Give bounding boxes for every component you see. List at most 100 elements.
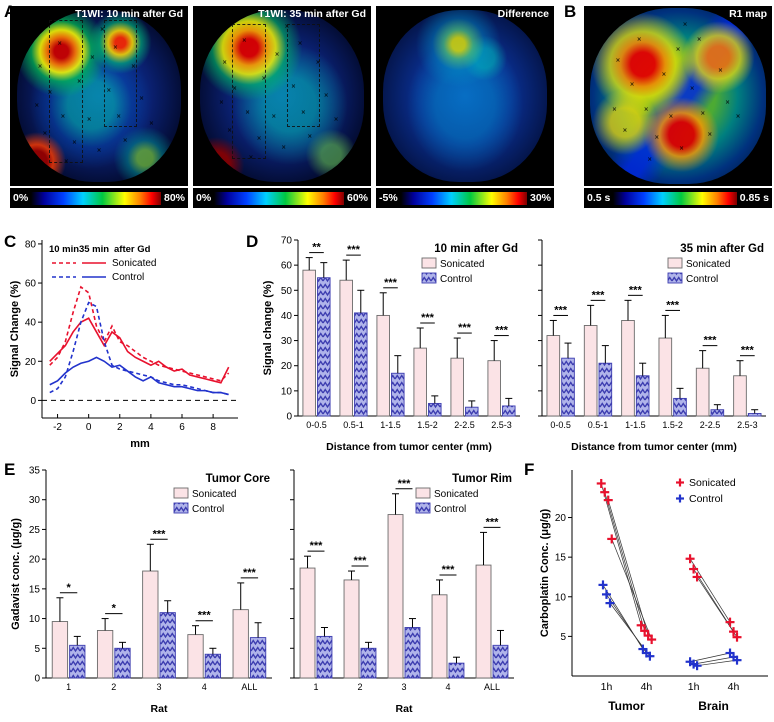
voxel-marker: × [222,59,227,67]
voxel-marker: × [612,106,617,114]
voxel-marker: × [149,120,154,128]
svg-text:20: 20 [281,361,293,372]
svg-text:***: *** [153,528,167,540]
voxel-marker: × [34,102,39,110]
svg-text:15: 15 [29,584,41,595]
voxel-marker: × [281,144,286,152]
svg-text:***: *** [741,345,755,357]
bar-chart-tumor-core: 0 5 10 15 20 25 30 35 * 1 * 2 *** 3 *** 4 *** ALL Rat Gadav… [10,466,272,715]
svg-text:Control: Control [112,272,144,283]
voxel-marker: × [42,130,47,138]
voxel-marker: × [227,127,232,135]
voxel-marker: × [307,133,312,141]
svg-text:4: 4 [202,682,207,692]
svg-text:***: *** [354,555,368,567]
colorbar-gradient [31,191,161,205]
svg-text:Sonicated: Sonicated [689,477,736,489]
voxel-marker: × [245,109,250,117]
voxel-marker: × [113,44,118,52]
voxel-marker: × [700,110,705,118]
voxel-marker: × [297,40,303,48]
svg-text:***: *** [704,335,718,347]
svg-text:0: 0 [34,674,40,685]
voxel-marker: × [257,135,262,143]
svg-text:***: *** [592,289,606,301]
svg-text:Sonicated: Sonicated [192,489,236,500]
line-chart-signal-change: 0 20 40 60 80 -2 0 2 4 6 8 mm Signal Change (%) 10 mi… [9,239,238,450]
svg-text:2-2.5: 2-2.5 [700,420,721,430]
svg-text:Gadavist conc. (μg/g): Gadavist conc. (μg/g) [10,518,22,630]
svg-text:Tumor: Tumor [608,699,645,713]
svg-text:50: 50 [281,286,293,297]
svg-text:**: ** [312,242,321,254]
svg-text:10 min after Gd: 10 min after Gd [434,243,518,255]
panel-label-f: F [524,460,535,479]
colorbar-min-label: 0% [196,191,212,204]
colorbar-max-label: 60% [346,191,368,204]
svg-text:***: *** [384,277,398,289]
bar-chart-tumor-rim: *** 1 *** 2 *** 3 *** 4 *** ALL Rat Tumor Rim Sonica… [290,469,514,715]
svg-text:15: 15 [555,553,567,564]
voxel-marker: × [707,131,712,139]
svg-text:Control: Control [434,504,466,515]
voxel-marker: × [90,54,95,62]
roi-rect [287,24,320,127]
svg-text:0: 0 [86,422,92,433]
voxel-marker: × [668,113,673,121]
voxel-marker: × [261,75,267,83]
voxel-marker: × [324,92,329,100]
svg-text:0.5-1: 0.5-1 [588,420,609,430]
colorbar-min-label: 0.5 s [587,191,611,204]
svg-text:35: 35 [29,466,41,477]
mri-difference-image: Difference [376,6,554,186]
svg-text:Brain: Brain [698,699,729,713]
svg-text:Rat: Rat [396,703,413,715]
voxel-marker: × [60,113,65,121]
svg-text:30: 30 [281,336,293,347]
svg-text:20: 20 [25,357,37,368]
heatmap-brain-r1: × × × × × × × × × × × × × × × × × × × × [589,7,767,185]
svg-text:Tumor Core: Tumor Core [206,473,270,485]
svg-text:0.5-1: 0.5-1 [343,420,364,430]
svg-text:1-1.5: 1-1.5 [380,420,401,430]
svg-text:***: *** [442,564,456,576]
panel-label-b: B [564,2,577,21]
voxel-marker: × [697,36,702,44]
svg-text:***: *** [347,244,361,256]
svg-text:2: 2 [117,422,123,433]
voxel-marker: × [679,145,684,153]
svg-text:35 min: 35 min [79,244,109,255]
svg-text:***: *** [243,567,257,579]
svg-text:***: *** [310,540,324,552]
svg-text:5: 5 [560,632,566,643]
panel-label-e: E [4,460,16,479]
voxel-marker: × [675,46,681,54]
voxel-marker: × [106,87,111,95]
voxel-marker: × [661,71,666,79]
svg-text:20: 20 [29,555,41,566]
svg-text:Sonicated: Sonicated [440,259,484,270]
voxel-marker: × [736,113,741,121]
svg-text:35 min after Gd: 35 min after Gd [680,243,764,255]
voxel-marker: × [87,116,92,124]
svg-text:10: 10 [281,386,293,397]
svg-text:*: * [66,582,71,594]
svg-text:Rat: Rat [151,703,168,715]
svg-text:2.5-3: 2.5-3 [491,420,512,430]
svg-text:1: 1 [313,682,318,692]
svg-text:8: 8 [210,422,216,433]
heatmap-brain-35min: × × × × × × × × × × × × × × × × × × × × [200,9,364,183]
svg-text:40: 40 [281,311,293,322]
colorbar-r1: 0.5 s 0.85 s [584,188,772,208]
svg-text:after Gd: after Gd [114,244,151,255]
voxel-marker: × [622,127,628,135]
svg-text:-2: -2 [53,422,62,433]
colorbar-min-label: -5% [379,191,398,204]
colorbar-min-label: 0% [13,191,29,204]
voxel-marker: × [37,63,43,71]
svg-text:3: 3 [156,682,161,692]
svg-text:60: 60 [25,279,37,290]
voxel-marker: × [615,57,620,65]
colorbar-max-label: 0.85 s [739,191,769,204]
